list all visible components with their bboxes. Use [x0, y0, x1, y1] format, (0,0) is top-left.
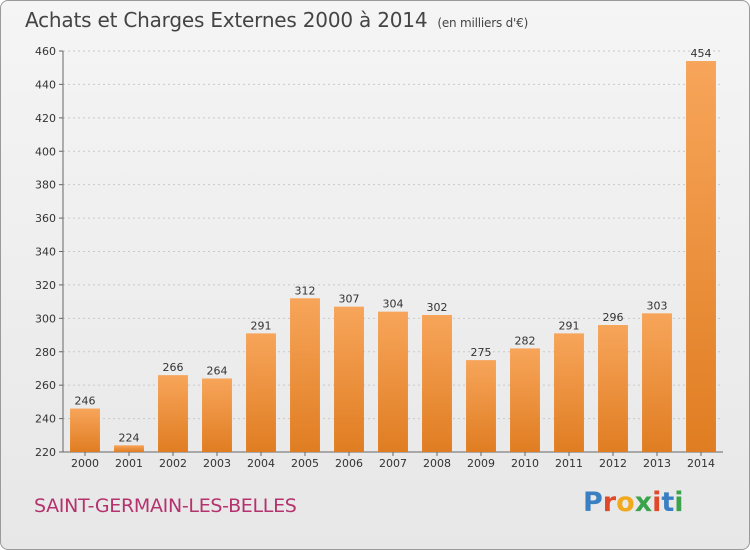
- x-tick-label: 2011: [555, 457, 583, 470]
- y-tick-label: 340: [35, 246, 56, 259]
- logo-letter: t: [661, 487, 675, 518]
- logo-letter: i: [674, 487, 684, 518]
- chart-title: Achats et Charges Externes 2000 à 2014 (e…: [25, 8, 528, 32]
- bar: [422, 314, 452, 452]
- y-tick-label: 240: [35, 413, 56, 426]
- x-tick-label: 2009: [467, 457, 495, 470]
- x-tick-label: 2001: [115, 457, 143, 470]
- logo-letter: i: [652, 487, 662, 518]
- y-tick-label: 360: [35, 212, 56, 225]
- data-label: 296: [603, 311, 624, 324]
- y-tick-label: 320: [35, 279, 56, 292]
- y-tick-label: 260: [35, 379, 56, 392]
- x-tick-label: 2007: [379, 457, 407, 470]
- unit-label: (en milliers d'€): [437, 16, 529, 30]
- data-label: 246: [75, 395, 96, 408]
- labels: 220 240 260 280 300 320 340 360 380 400 420 440 460 2…: [35, 45, 715, 470]
- data-label: 312: [295, 284, 316, 297]
- y-tick-label: 420: [35, 112, 56, 125]
- bar: [598, 325, 628, 452]
- data-label: 282: [515, 334, 536, 347]
- x-tick-label: 2010: [511, 457, 539, 470]
- commune-name: SAINT-GERMAIN-LES-BELLES: [34, 495, 297, 517]
- x-tick-label: 2005: [291, 457, 319, 470]
- data-label: 264: [207, 364, 228, 377]
- data-label: 224: [119, 431, 140, 444]
- proxiti-logo[interactable]: Proxiti: [583, 487, 684, 518]
- y-tick-label: 460: [35, 45, 56, 58]
- data-label: 303: [647, 299, 668, 312]
- x-tick-label: 2012: [599, 457, 627, 470]
- bar: [554, 333, 584, 452]
- data-label: 291: [559, 319, 580, 332]
- data-label: 291: [251, 319, 272, 332]
- logo-letter: x: [634, 487, 653, 518]
- title-text: Achats et Charges Externes 2000 à 2014: [25, 8, 428, 32]
- bar: [334, 306, 364, 452]
- y-tick-label: 280: [35, 346, 56, 359]
- x-tick-label: 2008: [423, 457, 451, 470]
- bar: [202, 378, 232, 452]
- bar: [642, 313, 672, 452]
- bar: [290, 298, 320, 452]
- bar: [246, 333, 276, 452]
- x-tick-label: 2014: [687, 457, 715, 470]
- y-tick-label: 220: [35, 446, 56, 459]
- bars: [70, 61, 716, 453]
- data-label: 275: [471, 346, 492, 359]
- x-tick-label: 2003: [203, 457, 231, 470]
- logo-letter: r: [602, 487, 617, 518]
- x-tick-label: 2013: [643, 457, 671, 470]
- logo-letter: P: [583, 487, 603, 518]
- bar: [158, 375, 188, 452]
- x-tick-label: 2006: [335, 457, 363, 470]
- y-tick-label: 300: [35, 312, 56, 325]
- x-tick-label: 2002: [159, 457, 187, 470]
- y-tick-label: 440: [35, 78, 56, 91]
- data-label: 304: [383, 298, 404, 311]
- bar: [70, 408, 100, 452]
- data-label: 266: [163, 361, 184, 374]
- bar: [378, 311, 408, 452]
- data-label: 307: [339, 293, 360, 306]
- x-tick-label: 2000: [71, 457, 99, 470]
- y-tick-label: 400: [35, 145, 56, 158]
- y-tick-label: 380: [35, 179, 56, 192]
- data-label: 454: [691, 47, 712, 60]
- bar: [114, 445, 144, 452]
- logo-letter: o: [616, 487, 635, 518]
- bar: [686, 61, 716, 453]
- data-label: 302: [427, 301, 448, 314]
- bar: [510, 348, 540, 452]
- bar: [466, 360, 496, 452]
- x-tick-label: 2004: [247, 457, 275, 470]
